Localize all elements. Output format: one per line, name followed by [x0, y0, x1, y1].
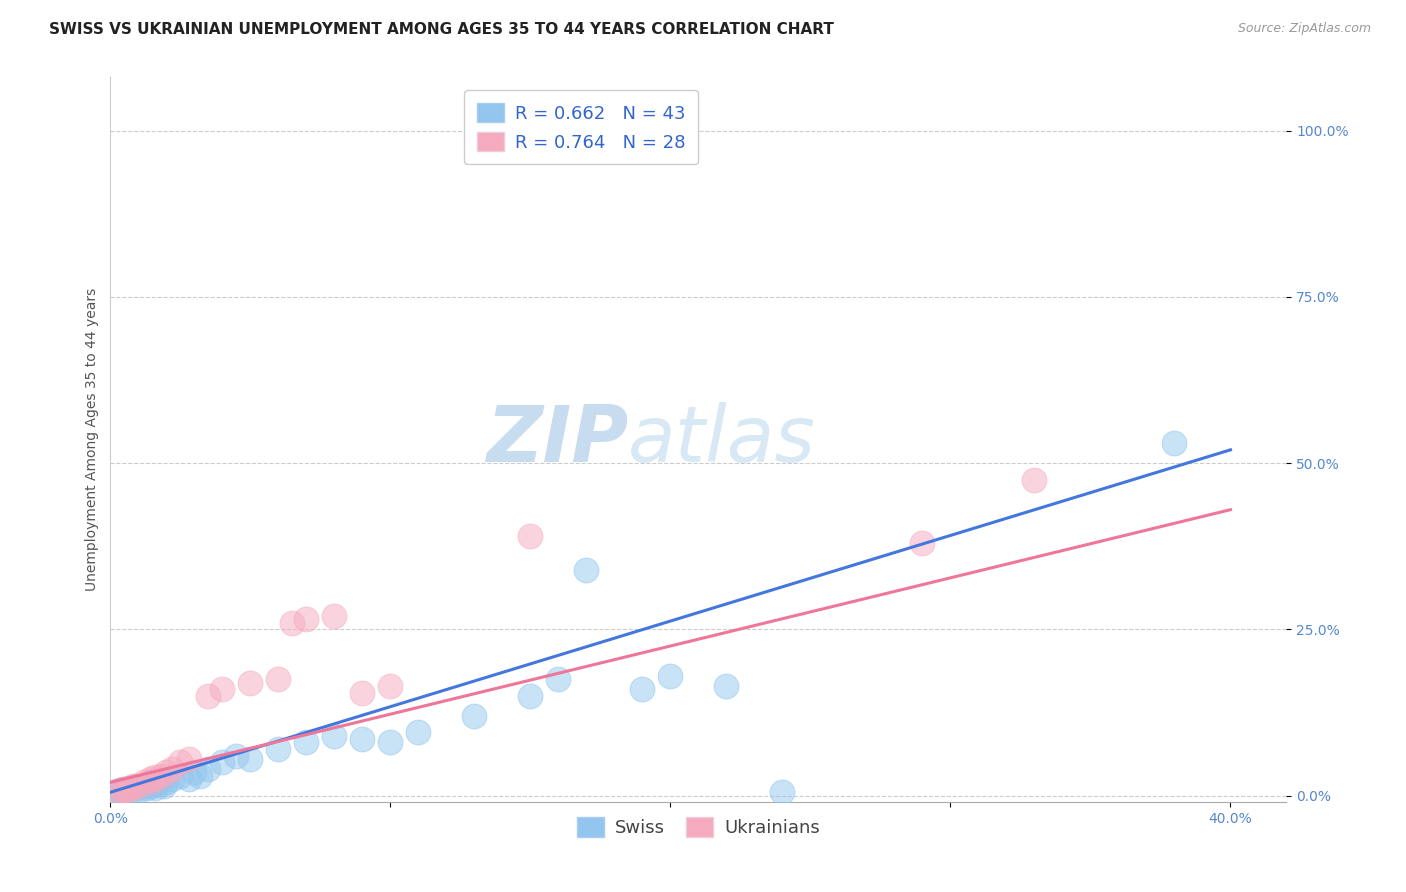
Point: [1024, 473, 1046, 487]
Point: [267, 672, 290, 686]
Point: [105, 785, 128, 799]
Point: [143, 780, 166, 795]
Point: [281, 615, 304, 630]
Point: [239, 675, 262, 690]
Point: [239, 752, 262, 766]
Point: [177, 772, 200, 786]
Point: [519, 529, 541, 543]
Point: [141, 774, 163, 789]
Point: [160, 772, 183, 786]
Point: [197, 762, 219, 776]
Point: [575, 562, 598, 576]
Text: SWISS VS UKRAINIAN UNEMPLOYMENT AMONG AGES 35 TO 44 YEARS CORRELATION CHART: SWISS VS UKRAINIAN UNEMPLOYMENT AMONG AG…: [49, 22, 834, 37]
Point: [547, 672, 569, 686]
Point: [127, 779, 149, 793]
Point: [124, 779, 146, 793]
Point: [112, 781, 135, 796]
Point: [129, 781, 152, 796]
Point: [155, 765, 177, 780]
Point: [110, 783, 132, 797]
Point: [160, 762, 183, 776]
Point: [352, 732, 374, 747]
Point: [911, 536, 934, 550]
Point: [143, 770, 166, 784]
Point: [211, 682, 233, 697]
Point: [519, 689, 541, 703]
Text: ZIP: ZIP: [485, 402, 628, 478]
Point: [197, 689, 219, 703]
Point: [121, 781, 143, 796]
Point: [115, 783, 138, 797]
Point: [177, 752, 200, 766]
Point: [267, 742, 290, 756]
Point: [188, 769, 211, 783]
Point: [108, 783, 131, 797]
Point: [115, 783, 138, 797]
Point: [105, 785, 128, 799]
Legend: Swiss, Ukrainians: Swiss, Ukrainians: [569, 810, 827, 844]
Point: [463, 708, 485, 723]
Point: [118, 780, 141, 795]
Point: [183, 765, 205, 780]
Point: [112, 781, 135, 796]
Point: [138, 777, 160, 791]
Point: [146, 775, 169, 789]
Point: [380, 735, 402, 749]
Point: [132, 775, 155, 789]
Point: [772, 785, 794, 799]
Point: [323, 729, 346, 743]
Point: [118, 780, 141, 795]
Point: [323, 609, 346, 624]
Point: [155, 775, 177, 789]
Point: [138, 772, 160, 786]
Point: [1163, 436, 1185, 450]
Point: [631, 682, 654, 697]
Point: [152, 779, 174, 793]
Point: [121, 779, 143, 793]
Point: [149, 777, 172, 791]
Point: [225, 748, 247, 763]
Point: [110, 784, 132, 798]
Point: [716, 679, 738, 693]
Point: [132, 779, 155, 793]
Text: Source: ZipAtlas.com: Source: ZipAtlas.com: [1237, 22, 1371, 36]
Text: atlas: atlas: [628, 402, 815, 478]
Point: [149, 769, 172, 783]
Point: [659, 669, 682, 683]
Point: [408, 725, 430, 739]
Point: [380, 679, 402, 693]
Point: [169, 769, 191, 783]
Point: [141, 779, 163, 793]
Point: [127, 780, 149, 795]
Point: [135, 780, 157, 795]
Y-axis label: Unemployment Among Ages 35 to 44 years: Unemployment Among Ages 35 to 44 years: [86, 288, 100, 591]
Point: [295, 612, 318, 626]
Point: [352, 685, 374, 699]
Point: [169, 756, 191, 770]
Point: [211, 756, 233, 770]
Point: [295, 735, 318, 749]
